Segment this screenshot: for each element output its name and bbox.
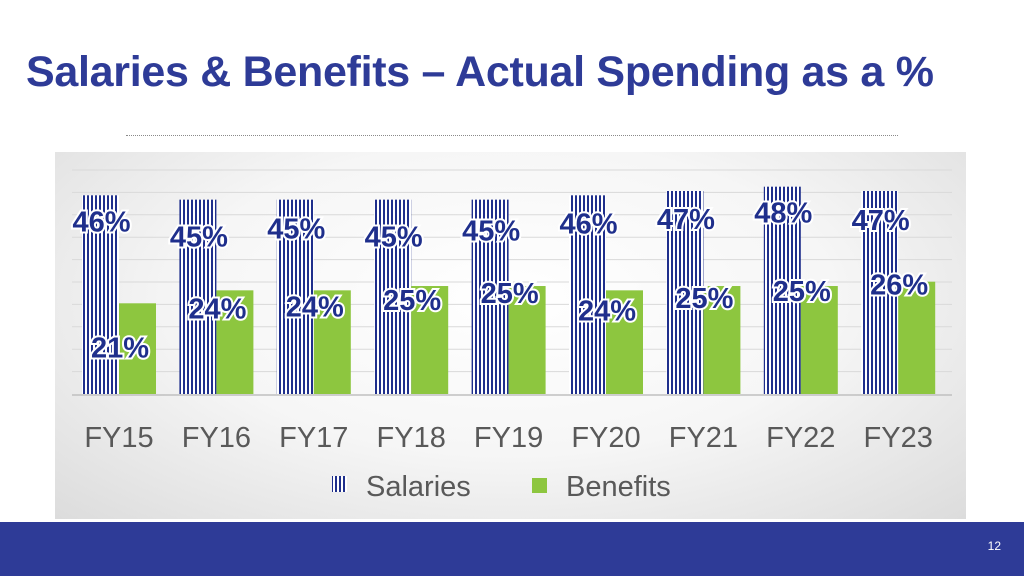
legend-swatch-salaries: [332, 476, 347, 492]
legend-label-salaries: Salaries: [366, 471, 471, 503]
bar-salaries: [471, 199, 509, 394]
bar-salaries: [276, 199, 314, 394]
bar-salaries: [861, 191, 899, 394]
data-label-salaries: 48%: [754, 198, 812, 230]
x-tick-label: FY16: [182, 422, 251, 454]
data-label-salaries: 46%: [72, 206, 130, 238]
data-label-benefits: 25%: [773, 276, 831, 308]
bar-benefits: [119, 303, 156, 394]
x-tick-label: FY19: [474, 422, 543, 454]
slide-title: Salaries & Benefits – Actual Spending as…: [26, 48, 934, 96]
data-label-benefits: 24%: [286, 291, 344, 323]
title-divider: [126, 135, 898, 136]
data-label-benefits: 25%: [675, 283, 733, 315]
x-tick-label: FY23: [864, 422, 933, 454]
bar-salaries: [374, 199, 412, 394]
x-tick-label: FY22: [766, 422, 835, 454]
bar-benefits: [606, 290, 643, 394]
data-label-salaries: 45%: [170, 222, 228, 254]
data-label-benefits: 24%: [578, 295, 636, 327]
bar-benefits: [313, 290, 351, 394]
x-tick-label: FY20: [571, 422, 640, 454]
page-number: 12: [987, 539, 1001, 553]
data-label-benefits: 21%: [91, 332, 149, 364]
data-label-salaries: 45%: [365, 222, 423, 254]
x-tick-label: FY21: [669, 422, 738, 454]
bar-salaries: [666, 191, 704, 394]
data-label-salaries: 47%: [852, 205, 910, 237]
bar-salaries: [82, 195, 119, 394]
data-label-salaries: 46%: [559, 208, 617, 240]
data-label-salaries: 45%: [267, 214, 325, 246]
data-label-benefits: 25%: [481, 278, 539, 310]
data-labels: 46% 21% 45% 24% 45% 24% 45% 25% 45% 25% 46% 24% 47% 2…: [70, 196, 930, 367]
bars: [82, 186, 936, 394]
data-label-benefits: 26%: [870, 270, 928, 302]
legend: Salaries Benefits: [332, 471, 671, 503]
bar-salaries: [179, 199, 217, 394]
data-label-salaries: 45%: [462, 216, 520, 248]
bar-benefits: [216, 290, 254, 394]
data-label-benefits: 24%: [188, 293, 246, 325]
bar-benefits: [800, 286, 838, 394]
x-axis-ticks: FY15 FY16 FY17 FY18 FY19 FY20 FY21 FY22 FY23: [84, 422, 933, 454]
chart-area: 46% 21% 45% 24% 45% 24% 45% 25% 45% 25% 46% 24% 47% 2…: [55, 152, 966, 519]
bar-chart: 46% 21% 45% 24% 45% 24% 45% 25% 45% 25% 46% 24% 47% 2…: [70, 169, 952, 503]
x-tick-label: FY18: [377, 422, 446, 454]
bar-benefits: [898, 281, 936, 394]
bar-benefits: [411, 286, 449, 394]
legend-label-benefits: Benefits: [566, 471, 671, 503]
footer-bar: 12: [0, 522, 1024, 576]
bar-salaries: [763, 186, 801, 394]
data-label-salaries: 47%: [657, 204, 715, 236]
x-tick-label: FY15: [84, 422, 153, 454]
bar-benefits: [508, 286, 546, 394]
x-tick-label: FY17: [279, 422, 348, 454]
bar-salaries: [569, 195, 606, 394]
legend-swatch-benefits: [532, 478, 547, 493]
bar-benefits: [703, 286, 741, 394]
data-label-benefits: 25%: [383, 285, 441, 317]
